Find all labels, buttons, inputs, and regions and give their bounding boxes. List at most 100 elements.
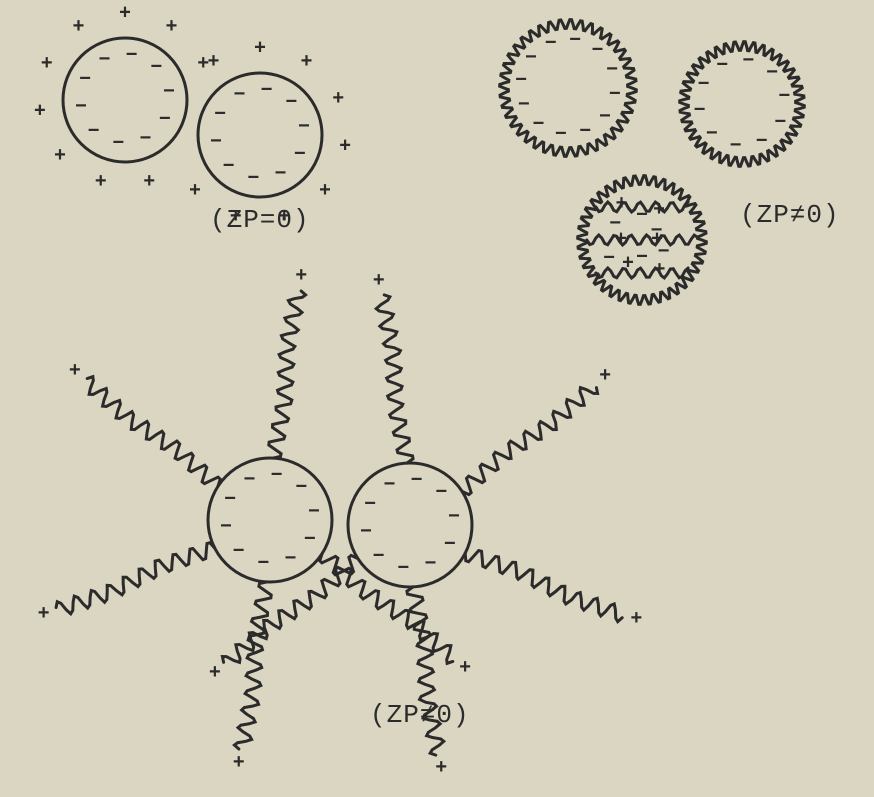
svg-text:−: −: [603, 247, 615, 270]
svg-text:−: −: [233, 84, 245, 107]
svg-text:−: −: [636, 205, 648, 228]
svg-text:+: +: [373, 270, 385, 293]
svg-text:−: −: [774, 112, 786, 135]
svg-text:−: −: [373, 545, 385, 568]
svg-text:−: −: [592, 39, 604, 62]
svg-text:−: −: [742, 50, 754, 73]
svg-text:+: +: [143, 171, 155, 194]
svg-text:−: −: [285, 92, 297, 115]
label-zp-zero: (ZP=0): [210, 205, 310, 235]
svg-text:−: −: [79, 69, 91, 92]
label-zp-nonzero-topright: (ZP≠0): [740, 200, 840, 230]
svg-text:+: +: [599, 365, 611, 388]
svg-text:+: +: [254, 38, 266, 61]
svg-text:−: −: [694, 100, 706, 123]
svg-text:+: +: [38, 603, 50, 626]
svg-text:−: −: [75, 96, 87, 119]
svg-text:−: −: [247, 168, 259, 191]
svg-text:−: −: [261, 79, 273, 102]
svg-text:+: +: [119, 3, 131, 26]
svg-text:−: −: [545, 32, 557, 55]
svg-text:+: +: [72, 16, 84, 39]
svg-text:−: −: [210, 131, 222, 154]
svg-text:−: −: [411, 469, 423, 492]
svg-text:−: −: [364, 494, 376, 517]
svg-text:+: +: [435, 757, 447, 780]
svg-text:−: −: [220, 516, 232, 539]
svg-text:−: −: [525, 47, 537, 70]
svg-text:−: −: [295, 477, 307, 500]
svg-text:−: −: [698, 73, 710, 96]
svg-text:+: +: [233, 752, 245, 775]
svg-text:−: −: [214, 104, 226, 127]
svg-text:−: −: [304, 528, 316, 551]
svg-text:−: −: [271, 464, 283, 487]
label-zp-nonzero-bottom: (ZP≠0): [370, 700, 470, 730]
svg-text:+: +: [616, 193, 628, 216]
svg-text:−: −: [243, 469, 255, 492]
svg-text:−: −: [159, 108, 171, 131]
svg-text:−: −: [444, 533, 456, 556]
svg-text:−: −: [730, 135, 742, 158]
svg-text:−: −: [579, 121, 591, 144]
svg-text:+: +: [34, 101, 46, 124]
svg-text:−: −: [112, 133, 124, 156]
svg-text:−: −: [518, 94, 530, 117]
svg-text:−: −: [360, 521, 372, 544]
svg-text:−: −: [285, 548, 297, 571]
diagram-canvas: ++++++++++++++++++−−−−−−−−−−−−−−−−−−−−−−…: [0, 0, 874, 797]
svg-text:−: −: [651, 220, 663, 243]
svg-text:−: −: [532, 114, 544, 137]
svg-text:−: −: [448, 506, 460, 529]
svg-text:−: −: [435, 482, 447, 505]
svg-text:+: +: [95, 171, 107, 194]
svg-text:−: −: [383, 474, 395, 497]
svg-text:−: −: [294, 143, 306, 166]
svg-text:+: +: [459, 657, 471, 680]
svg-text:+: +: [209, 662, 221, 685]
svg-text:+: +: [41, 53, 53, 76]
svg-text:−: −: [126, 44, 138, 67]
svg-text:+: +: [69, 360, 81, 383]
svg-text:−: −: [308, 501, 320, 524]
svg-text:−: −: [163, 81, 175, 104]
svg-text:+: +: [165, 16, 177, 39]
svg-text:−: −: [223, 155, 235, 178]
svg-text:+: +: [189, 180, 201, 203]
svg-text:−: −: [636, 246, 648, 269]
svg-text:−: −: [140, 128, 152, 151]
svg-text:−: −: [569, 30, 581, 53]
svg-text:−: −: [609, 213, 621, 236]
svg-text:−: −: [599, 106, 611, 129]
svg-text:+: +: [300, 51, 312, 74]
svg-text:−: −: [298, 116, 310, 139]
svg-text:−: −: [716, 54, 728, 77]
svg-text:−: −: [275, 163, 287, 186]
svg-text:+: +: [630, 608, 642, 631]
svg-text:−: −: [706, 123, 718, 146]
svg-text:−: −: [150, 57, 162, 80]
svg-text:−: −: [609, 84, 621, 107]
svg-text:+: +: [319, 180, 331, 203]
svg-text:−: −: [606, 59, 618, 82]
svg-text:−: −: [778, 85, 790, 108]
svg-text:−: −: [515, 69, 527, 92]
svg-text:+: +: [653, 259, 665, 282]
svg-text:+: +: [295, 265, 307, 288]
svg-text:+: +: [207, 51, 219, 74]
svg-text:−: −: [425, 553, 437, 576]
svg-text:−: −: [257, 553, 269, 576]
svg-text:+: +: [653, 199, 665, 222]
svg-text:−: −: [88, 120, 100, 143]
svg-text:−: −: [555, 123, 567, 146]
svg-text:−: −: [397, 558, 409, 581]
svg-text:+: +: [339, 136, 351, 159]
svg-text:−: −: [756, 131, 768, 154]
svg-text:+: +: [332, 88, 344, 111]
svg-text:−: −: [233, 540, 245, 563]
svg-text:+: +: [54, 145, 66, 168]
diagram-svg: ++++++++++++++++++−−−−−−−−−−−−−−−−−−−−−−…: [0, 0, 874, 797]
svg-text:−: −: [224, 489, 236, 512]
svg-text:−: −: [766, 62, 778, 85]
svg-text:+: +: [622, 253, 634, 276]
